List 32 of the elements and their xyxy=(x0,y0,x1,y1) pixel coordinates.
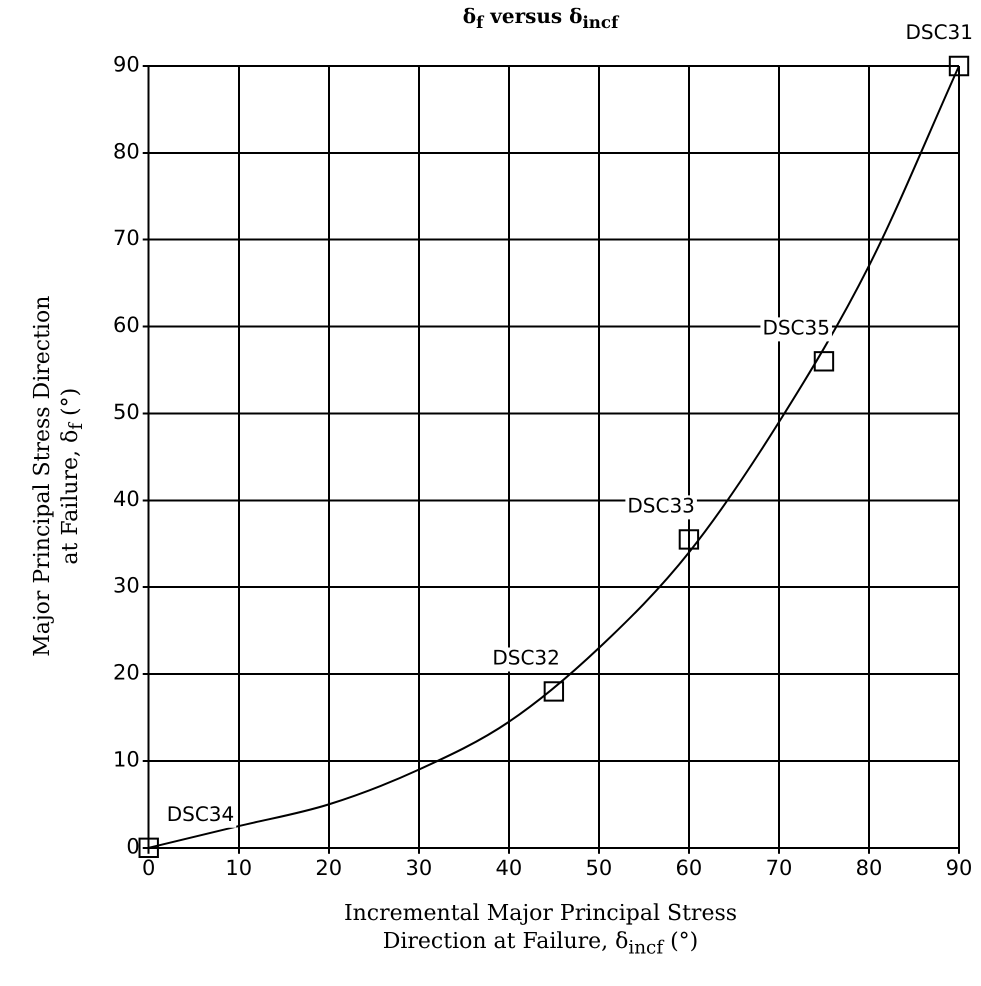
x-tick-label: 30 xyxy=(405,856,432,880)
x-tick-label: 50 xyxy=(586,856,612,880)
y-tick-label: 10 xyxy=(112,747,140,772)
point xyxy=(678,529,700,550)
annotation: DSC31 xyxy=(905,20,974,44)
x-tick-label: 80 xyxy=(856,856,882,880)
x-tick-label: 10 xyxy=(225,856,252,880)
y-tick-label: 80 xyxy=(112,139,140,164)
annotation: DSC34 xyxy=(166,802,234,826)
x-tick-label: 40 xyxy=(495,856,522,880)
y-tick-label: 50 xyxy=(112,400,140,424)
x-tick-label: 0 xyxy=(142,856,156,880)
y-tick-label: 90 xyxy=(112,52,140,76)
annotation: DSC33 xyxy=(627,494,695,518)
x-tick-label: 70 xyxy=(766,856,792,880)
y-tick-label: 60 xyxy=(112,313,140,338)
y-tick-label: 0 xyxy=(126,834,140,858)
point xyxy=(544,681,564,702)
x-tick-label: 20 xyxy=(315,856,342,880)
point xyxy=(948,56,970,76)
annotation: DSC32 xyxy=(492,646,560,670)
chart-title: δ$_{f}$ versus δ$_{incf}$ xyxy=(462,4,618,32)
y-tick-label: 70 xyxy=(112,226,140,250)
annotation: DSC35 xyxy=(762,316,830,340)
y-tick-label: 30 xyxy=(112,574,140,598)
x-axis-title: Incremental Major Principal Stress Direction at Failure, δ$_{incf}$ (°) xyxy=(342,900,738,960)
y-tick-label: 40 xyxy=(112,486,140,511)
y-tick-label: 20 xyxy=(112,660,140,685)
point xyxy=(814,351,834,372)
point xyxy=(138,838,159,858)
x-tick-label: 90 xyxy=(946,856,972,880)
x-tick-label: 60 xyxy=(676,856,702,880)
